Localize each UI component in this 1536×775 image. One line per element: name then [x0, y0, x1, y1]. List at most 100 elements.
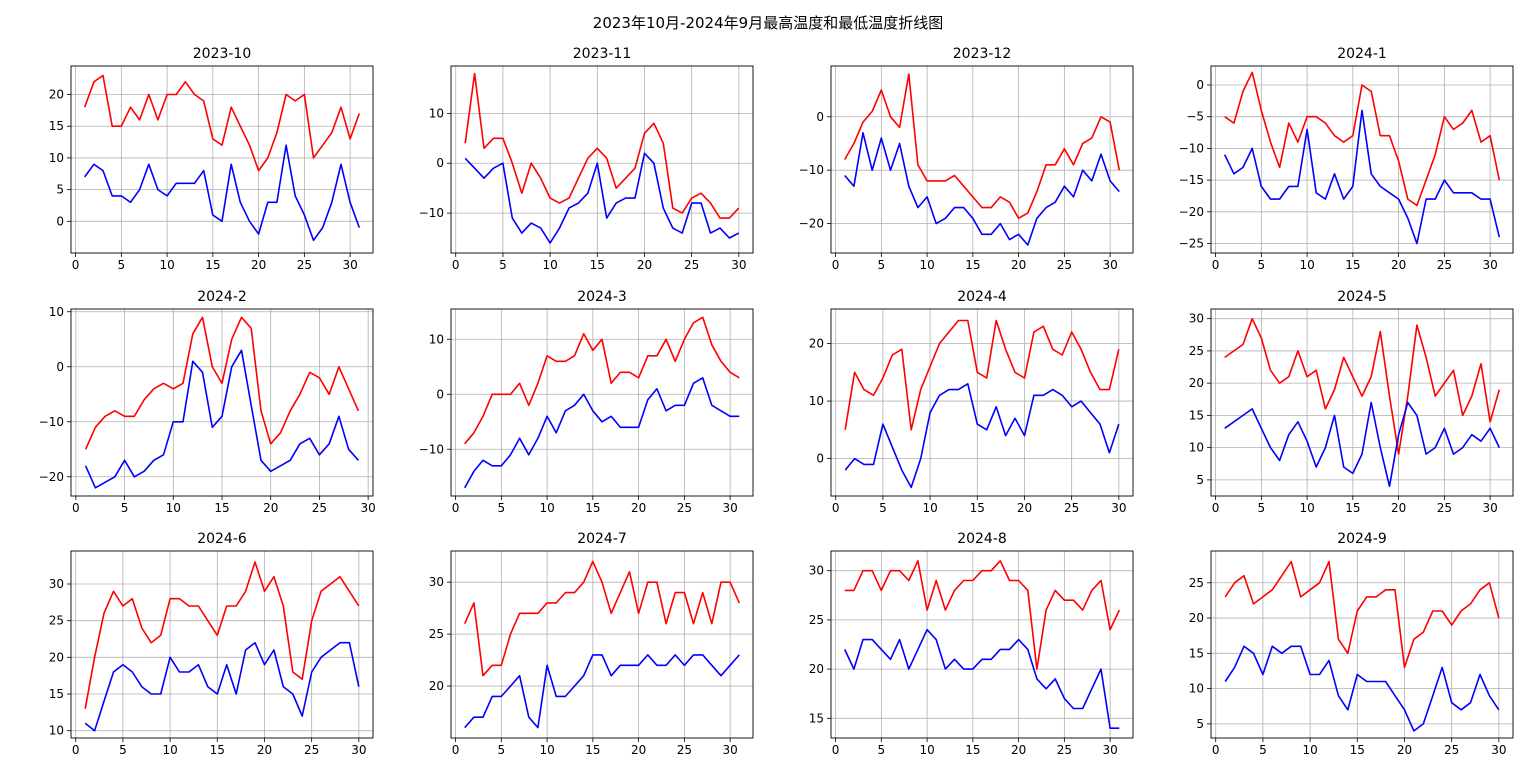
y-tick-label: 10	[429, 106, 444, 120]
x-tick-label: 5	[118, 258, 126, 272]
max-temp-line	[84, 561, 360, 709]
subplot-title: 2023-10	[193, 46, 252, 62]
x-tick-label: 20	[263, 501, 278, 515]
subplot-2024-2: 0 5 10 15 20 25 30 −20 −10 0 10 2024-2	[39, 289, 376, 515]
y-tick-label: −25	[1179, 236, 1204, 250]
y-tick-label: 15	[809, 711, 824, 725]
x-tick-label: 5	[119, 743, 127, 757]
y-tick-label: 0	[816, 452, 824, 466]
y-tick-label: −10	[419, 442, 444, 456]
x-tick-label: 20	[637, 258, 652, 272]
axes-frame	[70, 65, 374, 254]
subplot-title: 2024-4	[957, 289, 1007, 305]
subplot-title: 2024-9	[1337, 531, 1387, 547]
y-tick-label: 0	[816, 110, 824, 124]
axes-frame	[70, 550, 374, 739]
min-temp-line	[84, 349, 359, 489]
x-tick-label: 30	[731, 258, 746, 272]
y-tick-label: 20	[809, 662, 824, 676]
axes-frame	[450, 65, 754, 254]
min-temp-line	[464, 376, 740, 489]
y-tick-label: −20	[1179, 205, 1204, 219]
x-tick-label: 15	[585, 743, 600, 757]
subplot-2024-1: 0 5 10 15 20 25 30 −25 −20 −15 −10 −5 0 2024-1	[1179, 46, 1514, 272]
y-tick-label: 15	[49, 119, 64, 133]
min-temp-line	[844, 382, 1120, 489]
x-tick-label: 10	[922, 501, 937, 515]
subplot-2023-11: 0 5 10 15 20 25 30 −10 0 10 2023-11	[419, 46, 754, 272]
y-tick-label: 30	[429, 575, 444, 589]
x-tick-label: 10	[542, 258, 557, 272]
x-tick-label: 5	[1258, 501, 1266, 515]
x-tick-label: 30	[1482, 501, 1497, 515]
y-tick-label: 10	[49, 151, 64, 165]
subplot-title: 2023-12	[953, 46, 1012, 62]
subplot-2023-12: 0 5 10 15 20 25 30 −20 −10 0 2023-12	[799, 46, 1134, 272]
subplot-title: 2024-6	[197, 531, 247, 547]
x-tick-label: 10	[1299, 258, 1314, 272]
x-tick-label: 15	[1345, 501, 1360, 515]
subplot-2024-8: 0 5 10 15 20 25 30 15 20 25 30 2024-8	[809, 531, 1134, 757]
x-tick-label: 20	[1391, 258, 1406, 272]
subplot-2023-10: 0 5 10 15 20 25 30 0 5 10 15 20 2023-10	[49, 46, 374, 272]
x-tick-label: 5	[499, 258, 507, 272]
min-temp-line	[464, 152, 740, 244]
axes-frame	[450, 308, 754, 497]
x-tick-label: 25	[684, 258, 699, 272]
min-temp-line	[843, 628, 1120, 730]
x-tick-label: 0	[832, 258, 840, 272]
max-temp-line	[83, 74, 361, 172]
y-tick-label: 5	[1196, 717, 1204, 731]
x-tick-label: 25	[1444, 743, 1459, 757]
x-tick-label: 30	[360, 501, 375, 515]
subplot-title: 2024-2	[197, 289, 247, 305]
x-tick-label: 0	[1212, 743, 1220, 757]
x-tick-label: 5	[1259, 743, 1267, 757]
subplot-title: 2024-3	[577, 289, 627, 305]
x-tick-label: 20	[1017, 501, 1032, 515]
subplot-title: 2023-11	[573, 46, 632, 62]
max-temp-line	[464, 316, 740, 445]
y-tick-label: 10	[49, 724, 64, 738]
x-tick-label: 25	[677, 501, 692, 515]
y-tick-label: −10	[419, 206, 444, 220]
x-tick-label: 15	[585, 501, 600, 515]
axes-frame	[830, 550, 1134, 739]
subplot-title: 2024-5	[1337, 289, 1387, 305]
max-temp-line	[844, 559, 1121, 670]
y-tick-label: −10	[1179, 141, 1204, 155]
x-tick-label: 5	[498, 501, 506, 515]
y-tick-label: 20	[1189, 376, 1204, 390]
y-tick-label: −20	[39, 470, 64, 484]
x-tick-label: 0	[72, 501, 80, 515]
x-tick-label: 0	[72, 743, 80, 757]
y-tick-label: 0	[436, 387, 444, 401]
x-tick-label: 0	[832, 743, 840, 757]
subplot-title: 2024-1	[1337, 46, 1387, 62]
x-tick-label: 5	[498, 743, 506, 757]
min-temp-line	[1223, 109, 1501, 245]
x-tick-label: 30	[1482, 258, 1497, 272]
y-tick-label: 0	[56, 214, 64, 228]
x-tick-label: 30	[351, 743, 366, 757]
x-tick-label: 25	[677, 743, 692, 757]
x-tick-label: 5	[878, 258, 886, 272]
x-tick-label: 0	[452, 258, 460, 272]
x-tick-label: 25	[297, 258, 312, 272]
y-tick-label: 15	[49, 687, 64, 701]
y-tick-label: 30	[809, 564, 824, 578]
subplot-2024-7: 0 5 10 15 20 25 30 20 25 30 2024-7	[429, 531, 754, 757]
axes-frame	[830, 308, 1134, 497]
y-tick-label: 20	[49, 650, 64, 664]
y-tick-label: 25	[809, 613, 824, 627]
x-tick-label: 25	[1057, 258, 1072, 272]
y-tick-label: 20	[809, 337, 824, 351]
x-tick-label: 20	[1391, 501, 1406, 515]
y-tick-label: 20	[429, 679, 444, 693]
x-tick-label: 30	[722, 501, 737, 515]
min-temp-line	[1224, 401, 1501, 488]
x-tick-label: 15	[205, 258, 220, 272]
x-tick-label: 20	[257, 743, 272, 757]
max-temp-line	[844, 73, 1121, 220]
x-tick-label: 5	[878, 743, 886, 757]
